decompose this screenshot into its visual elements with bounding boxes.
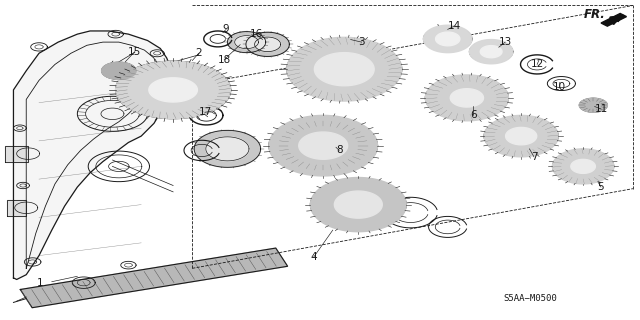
Text: 1: 1 — [37, 278, 44, 288]
Polygon shape — [5, 146, 28, 162]
Polygon shape — [13, 31, 173, 279]
Text: 7: 7 — [531, 152, 537, 162]
Polygon shape — [246, 32, 289, 56]
Polygon shape — [227, 32, 266, 52]
Text: 15: 15 — [128, 47, 141, 57]
Text: 2: 2 — [195, 48, 202, 58]
Polygon shape — [426, 75, 508, 121]
Polygon shape — [149, 78, 197, 102]
Polygon shape — [571, 159, 595, 173]
Polygon shape — [314, 52, 374, 86]
Text: 6: 6 — [470, 110, 477, 120]
Text: 14: 14 — [447, 21, 461, 31]
Polygon shape — [287, 37, 402, 101]
Polygon shape — [206, 137, 249, 161]
Polygon shape — [20, 248, 287, 308]
Text: 3: 3 — [358, 37, 365, 47]
Polygon shape — [451, 89, 483, 107]
Text: 5: 5 — [598, 182, 604, 192]
Polygon shape — [436, 32, 460, 46]
Polygon shape — [334, 191, 382, 218]
Polygon shape — [255, 37, 281, 52]
Polygon shape — [299, 132, 348, 159]
Polygon shape — [116, 61, 230, 119]
Text: 8: 8 — [336, 146, 342, 156]
Text: 13: 13 — [499, 37, 512, 47]
Polygon shape — [102, 62, 136, 79]
Polygon shape — [269, 116, 378, 176]
Polygon shape — [579, 98, 607, 112]
Text: FR.: FR. — [584, 8, 605, 20]
Text: 17: 17 — [198, 107, 212, 117]
FancyArrow shape — [601, 13, 627, 26]
Polygon shape — [310, 178, 406, 232]
Polygon shape — [469, 40, 513, 64]
Text: 16: 16 — [250, 29, 263, 39]
Text: S5AA−M0500: S5AA−M0500 — [504, 294, 557, 303]
Polygon shape — [194, 130, 260, 167]
Text: 12: 12 — [531, 60, 544, 69]
Polygon shape — [480, 46, 502, 58]
Polygon shape — [7, 200, 26, 216]
Text: 10: 10 — [553, 82, 566, 92]
Polygon shape — [235, 36, 259, 49]
Polygon shape — [484, 116, 558, 157]
Polygon shape — [506, 127, 537, 145]
Text: 4: 4 — [310, 252, 317, 262]
Text: 11: 11 — [595, 104, 607, 114]
Text: 9: 9 — [223, 24, 229, 34]
Polygon shape — [424, 25, 472, 52]
Polygon shape — [611, 15, 623, 21]
Text: 18: 18 — [218, 55, 231, 65]
Polygon shape — [552, 149, 614, 184]
